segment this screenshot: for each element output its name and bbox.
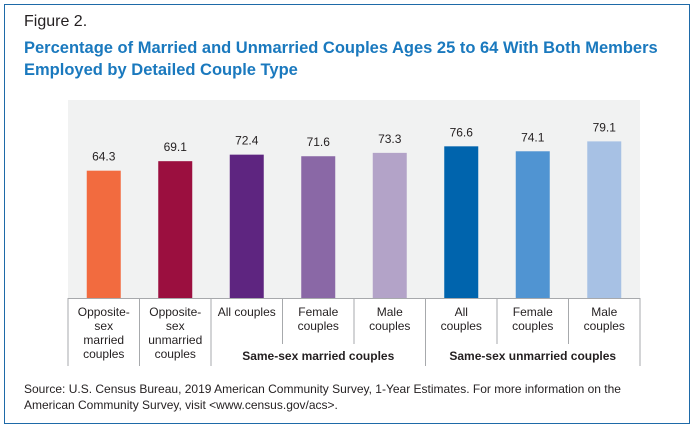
bar-5 (372, 152, 407, 298)
chart-title: Percentage of Married and Unmarried Coup… (24, 39, 658, 79)
category-label-3: All couples (217, 305, 276, 319)
category-label-7: Female couples (512, 305, 554, 333)
value-label-5: 73.3 (378, 132, 402, 146)
category-label-2: Opposite-sex unmarried couples (148, 305, 203, 361)
category-label-6: All couples (440, 305, 482, 333)
category-label-8: Male couples (583, 305, 625, 333)
figure-label: Figure 2. (24, 13, 88, 30)
value-label-4: 71.6 (307, 135, 331, 149)
value-label-7: 74.1 (521, 130, 545, 144)
bar-3 (229, 154, 264, 298)
value-label-1: 64.3 (92, 150, 116, 164)
bar-4 (301, 156, 336, 298)
bar-6 (444, 146, 479, 298)
group-label-1: Same-sex married couples (242, 349, 395, 363)
category-label-1: Opposite-sex married couples (77, 305, 130, 361)
category-label-4: Female couples (297, 305, 339, 333)
group-label-2: Same-sex unmarried couples (449, 349, 617, 363)
bar-8 (587, 141, 622, 298)
category-label-5: Male couples (369, 305, 411, 333)
bar-7 (515, 151, 550, 298)
source-note: Source: U.S. Census Bureau, 2019 America… (24, 382, 621, 412)
value-label-2: 69.1 (164, 140, 188, 154)
value-label-6: 76.6 (450, 125, 474, 139)
bar-2 (158, 161, 193, 298)
value-label-3: 72.4 (235, 134, 259, 148)
value-label-8: 79.1 (593, 120, 617, 134)
bar-1 (86, 170, 121, 298)
figure-frame (4, 4, 690, 424)
